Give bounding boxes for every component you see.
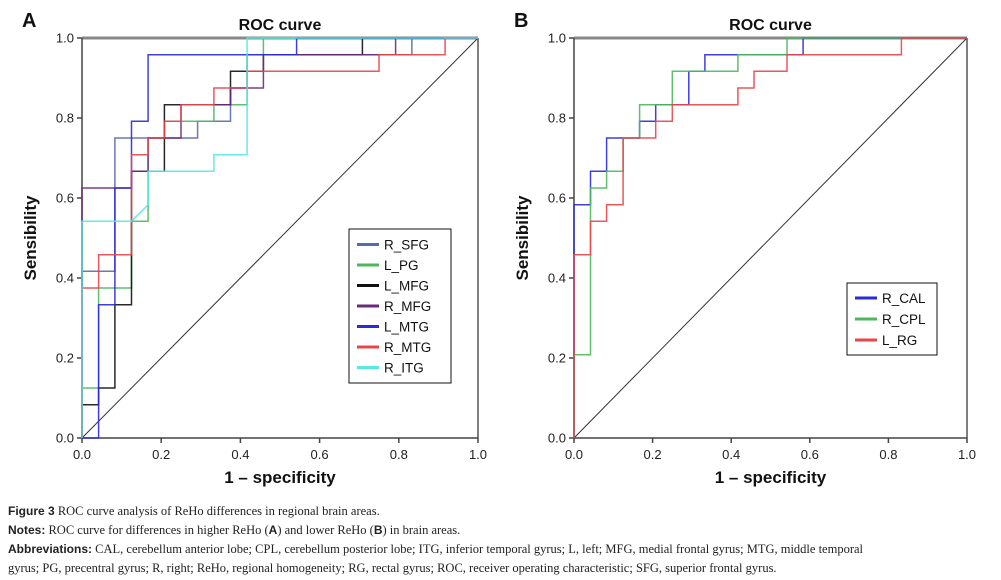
x-tick-label: 1.0 [958, 447, 976, 462]
figure-abbreviations: Abbreviations: CAL, cerebellum anterior … [8, 542, 863, 557]
figure-title-text: ROC curve analysis of ReHo differences i… [54, 504, 380, 518]
roc-curve-l-rg [573, 37, 967, 438]
notes-panel-a: A [268, 523, 278, 537]
chart-panel-b: B ROC curve 0.0 0.2 0.4 0.6 0.8 1.0 0.0 0.2 0.4 0.6… [513, 10, 976, 487]
notes-label: Notes: [8, 523, 46, 537]
chart-panel-a: A ROC curve 0.0 0.2 0.4 0.6 0.8 1.0 0.0 0.2 0.4 0.6… [21, 10, 487, 487]
legend-label: R_MTG [384, 340, 431, 355]
y-tick-label: 0.0 [56, 431, 74, 446]
x-tick-label: 0.8 [390, 447, 408, 462]
notes-text: ) and lower ReHo ( [277, 523, 374, 537]
x-axis-label: 1 – specificity [224, 468, 336, 487]
legend-label: R_CAL [882, 291, 926, 306]
abbreviations-text: gyrus; PG, precentral gyrus; R, right; R… [8, 561, 777, 575]
reference-diagonal-line [573, 37, 968, 439]
x-tick-label: 0.0 [73, 447, 91, 462]
chart-legend: R_CAL R_CPL L_RG [846, 282, 938, 356]
x-axis-label: 1 – specificity [715, 468, 827, 487]
x-tick-label: 0.4 [231, 447, 249, 462]
y-tick-label: 0.4 [56, 271, 74, 286]
figure-caption-title: Figure 3 ROC curve analysis of ReHo diff… [8, 504, 380, 519]
panel-label: B [514, 10, 528, 32]
legend-label: R_CPL [882, 312, 926, 327]
roc-curve-r-mtg [81, 37, 478, 438]
x-tick-label: 0.6 [801, 447, 819, 462]
legend-label: R_ITG [384, 361, 424, 376]
y-tick-label: 0.8 [548, 111, 566, 126]
legend-label: L_PG [384, 258, 419, 273]
notes-text: ROC curve for differences in higher ReHo… [45, 523, 269, 537]
x-tick-label: 0.0 [565, 447, 583, 462]
figure-notes: Notes: ROC curve for differences in high… [8, 523, 460, 538]
roc-curve-r-itg [81, 37, 478, 438]
chart-title: ROC curve [239, 17, 322, 34]
abbreviations-label: Abbreviations: [8, 542, 93, 556]
x-tick-label: 1.0 [469, 447, 487, 462]
y-tick-label: 0.4 [548, 271, 566, 286]
figure-abbreviations-cont: gyrus; PG, precentral gyrus; R, right; R… [8, 561, 777, 576]
y-tick-label: 1.0 [548, 31, 566, 46]
legend-label: R_MFG [384, 299, 431, 314]
legend-label: R_SFG [384, 238, 429, 253]
y-tick-label: 0.6 [56, 191, 74, 206]
panel-label: A [22, 10, 36, 32]
chart-legend: R_SFG L_PG L_MFG R_MFG L_MTG R_MTG R_ITG [348, 228, 452, 384]
notes-panel-b: B [373, 523, 383, 537]
x-tick-label: 0.4 [722, 447, 740, 462]
figure: A ROC curve 0.0 0.2 0.4 0.6 0.8 1.0 0.0 0.2 0.4 0.6… [21, 10, 976, 487]
x-tick-label: 0.8 [879, 447, 897, 462]
chart-title: ROC curve [729, 17, 812, 34]
notes-text: ) in brain areas. [382, 523, 461, 537]
abbreviations-text: CAL, cerebellum anterior lobe; CPL, cere… [92, 542, 863, 556]
y-axis-label: Sensibility [513, 195, 532, 281]
figure-label: Figure 3 [8, 504, 55, 518]
legend-label: L_MTG [384, 320, 429, 335]
y-tick-label: 0.2 [548, 351, 566, 366]
y-tick-label: 0.0 [548, 431, 566, 446]
x-tick-label: 0.6 [311, 447, 329, 462]
y-tick-label: 0.8 [56, 111, 74, 126]
y-tick-label: 0.2 [56, 351, 74, 366]
y-tick-label: 1.0 [56, 31, 74, 46]
legend-label: L_RG [882, 333, 917, 348]
y-axis-label: Sensibility [21, 195, 40, 281]
legend-label: L_MFG [384, 279, 429, 294]
x-tick-label: 0.2 [644, 447, 662, 462]
x-tick-label: 0.2 [152, 447, 170, 462]
y-tick-label: 0.6 [548, 191, 566, 206]
reference-diagonal-line [81, 37, 479, 439]
